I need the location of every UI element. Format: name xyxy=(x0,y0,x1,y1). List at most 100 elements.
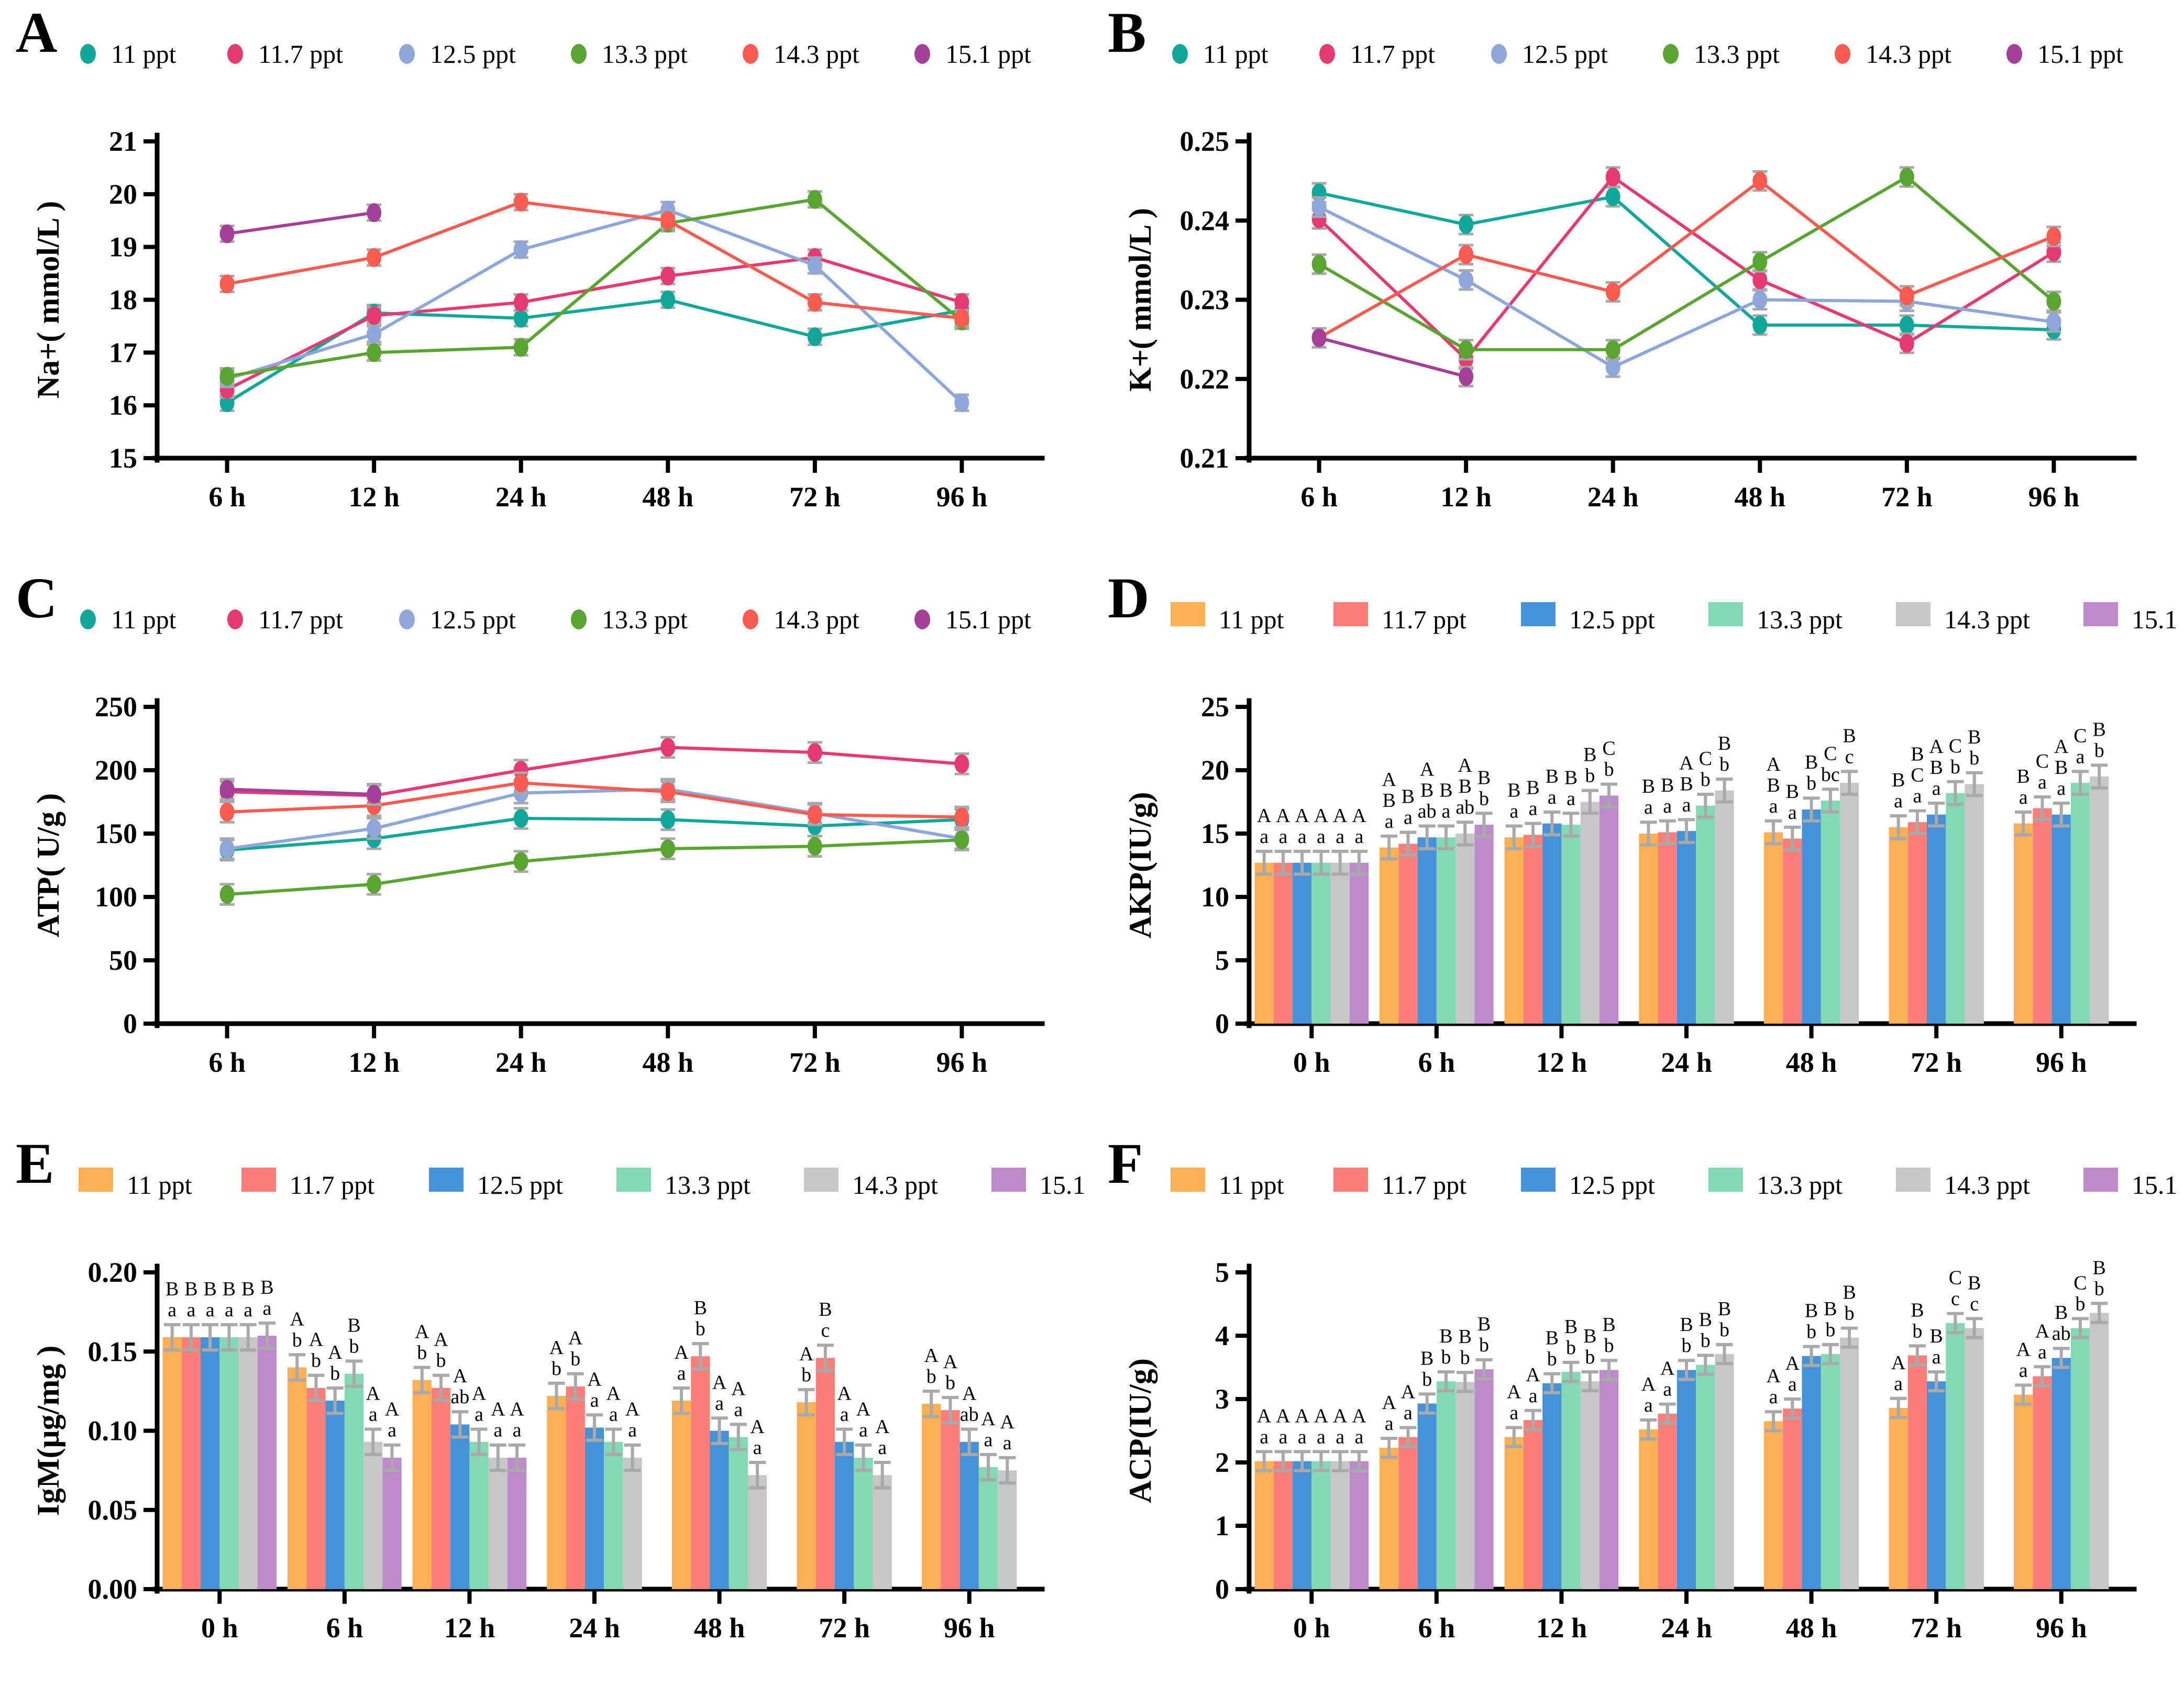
y-tick-label: 0.22 xyxy=(1180,363,1230,395)
significance-letter: b xyxy=(349,1335,359,1357)
bar-11.7-ppt xyxy=(1523,1419,1543,1589)
panel-c: C 11 ppt 11.7 ppt 12.5 ppt 13.3 ppt 14.3 ppt… xyxy=(0,565,1092,1131)
data-point xyxy=(367,784,382,804)
y-tick-label: 150 xyxy=(95,818,137,849)
data-point xyxy=(1459,340,1474,359)
x-tick-label: 6 h xyxy=(1300,481,1338,513)
significance-letter: B xyxy=(1718,733,1731,755)
x-tick-label: 24 h xyxy=(1661,1612,1712,1644)
chart-svg-e: 11 ppt 11.7 ppt 12.5 ppt 13.3 ppt 14.3 ppt 15… xyxy=(31,1168,1092,1644)
bar-11.7-ppt xyxy=(1658,1413,1677,1589)
panel-a-chart: 11 ppt 11.7 ppt 12.5 ppt 13.3 ppt 14.3 ppt 15… xyxy=(0,0,1092,565)
bar-12.5-ppt xyxy=(1676,1370,1696,1589)
x-tick-label: 6 h xyxy=(208,481,246,513)
data-point xyxy=(660,810,676,829)
data-point xyxy=(513,852,528,871)
significance-letter: A xyxy=(1641,1373,1656,1395)
significance-letter: a xyxy=(1769,795,1778,817)
y-tick-label: 100 xyxy=(95,881,137,913)
bar-14.3-ppt xyxy=(873,1475,892,1589)
panel-b-chart: 11 ppt 11.7 ppt 12.5 ppt 13.3 ppt 14.3 ppt 15… xyxy=(1092,0,2184,565)
significance-letter: B xyxy=(1911,1299,1924,1321)
significance-letter: a xyxy=(244,1299,252,1321)
significance-letter: a xyxy=(1298,826,1307,848)
series-11.7-ppt xyxy=(1311,166,2061,370)
significance-letter: b xyxy=(696,1318,705,1340)
significance-letter: b xyxy=(2094,739,2104,761)
significance-letter: A xyxy=(2054,736,2069,758)
data-point xyxy=(1311,254,1327,274)
significance-letter: a xyxy=(609,1403,618,1425)
legend-marker-11-ppt xyxy=(80,609,96,629)
bar-13.3-ppt xyxy=(469,1441,489,1589)
y-axis-title: IgM(μg/mg ) xyxy=(31,1346,65,1516)
data-point xyxy=(219,839,235,859)
bar-11.7-ppt xyxy=(1783,838,1802,1024)
significance-letter: A xyxy=(385,1399,400,1421)
significance-letter: a xyxy=(1509,800,1518,822)
bar-11.7-ppt xyxy=(1783,1408,1802,1589)
legend: 11 ppt 11.7 ppt 12.5 ppt 13.3 ppt 14.3 ppt 15… xyxy=(80,605,1031,634)
significance-letter: a xyxy=(1567,788,1575,809)
significance-letter: b xyxy=(330,1362,340,1384)
x-tick-label: 12 h xyxy=(444,1612,495,1644)
significance-letter: B xyxy=(1661,774,1674,796)
data-point xyxy=(660,782,676,802)
bar-14.3-ppt xyxy=(1965,1328,1984,1589)
bar-11-ppt xyxy=(1254,1461,1274,1589)
legend-label: 11.7 ppt xyxy=(258,605,343,634)
legend-label: 11.7 ppt xyxy=(290,1170,374,1200)
significance-letter: a xyxy=(1404,807,1413,829)
y-tick-label: 5 xyxy=(1215,1257,1229,1288)
significance-letter: a xyxy=(1317,1426,1326,1448)
bar-13.3-ppt xyxy=(729,1437,748,1589)
bar-11.7-ppt xyxy=(941,1410,960,1589)
significance-letter: a xyxy=(878,1437,887,1459)
significance-letter: A xyxy=(1401,1381,1416,1403)
bar-11-ppt xyxy=(1504,837,1524,1024)
bar-13.3-ppt xyxy=(1311,1461,1331,1589)
significance-letter: A xyxy=(453,1365,468,1387)
significance-letter: B xyxy=(819,1299,832,1321)
significance-letter: a xyxy=(1385,811,1394,833)
bar-11-ppt xyxy=(1889,827,1908,1024)
x-tick-label: 12 h xyxy=(1536,1612,1587,1644)
series-line xyxy=(227,200,962,320)
significance-letter: a xyxy=(1336,1426,1344,1448)
significance-letter: C xyxy=(1699,748,1712,770)
significance-letter: b xyxy=(2094,1278,2104,1300)
data-point xyxy=(954,754,969,773)
y-tick-label: 250 xyxy=(95,691,137,723)
legend-label: 15.1 ppt xyxy=(945,39,1031,69)
significance-letter: b xyxy=(1912,1320,1922,1342)
bar-13.3-ppt xyxy=(854,1457,873,1589)
data-point xyxy=(660,211,676,230)
significance-letter: ab xyxy=(450,1386,469,1408)
x-tick-label: 48 h xyxy=(1786,1047,1837,1078)
significance-letter: B xyxy=(1929,757,1943,779)
significance-letter: A xyxy=(981,1408,996,1430)
panel-label-f: F xyxy=(1108,1132,1143,1195)
significance-letter: c xyxy=(1951,1288,1960,1310)
significance-letter: B xyxy=(1843,1281,1856,1303)
significance-letter: a xyxy=(2019,1359,2028,1381)
bar-14.3-ppt xyxy=(1580,1381,1600,1589)
legend: 11 ppt 11.7 ppt 12.5 ppt 13.3 ppt 14.3 ppt 15… xyxy=(1171,1168,2184,1200)
significance-letter: b xyxy=(1969,747,1979,769)
data-point xyxy=(807,805,822,824)
axes: 15 16 17 18 19 20 21 6 h 12 h 24 h 48 h 72 h 96 h Na+… xyxy=(31,126,1045,513)
legend-label: 13.3 ppt xyxy=(602,605,688,634)
data-point xyxy=(219,367,235,386)
legend-label: 11 ppt xyxy=(1203,39,1269,69)
bar-15.1-ppt xyxy=(1599,1370,1619,1589)
y-tick-label: 0 xyxy=(1215,1008,1229,1039)
significance-letter: ab xyxy=(1418,800,1437,822)
bar-11.7-ppt xyxy=(1398,844,1418,1024)
bar-11-ppt xyxy=(162,1337,182,1589)
significance-letter: B xyxy=(1968,726,1981,748)
y-tick-label: 25 xyxy=(1201,691,1229,723)
y-tick-label: 4 xyxy=(1215,1320,1229,1351)
significance-letter: C xyxy=(1602,738,1615,760)
series-line xyxy=(227,781,962,819)
significance-letter: B xyxy=(1439,779,1452,801)
